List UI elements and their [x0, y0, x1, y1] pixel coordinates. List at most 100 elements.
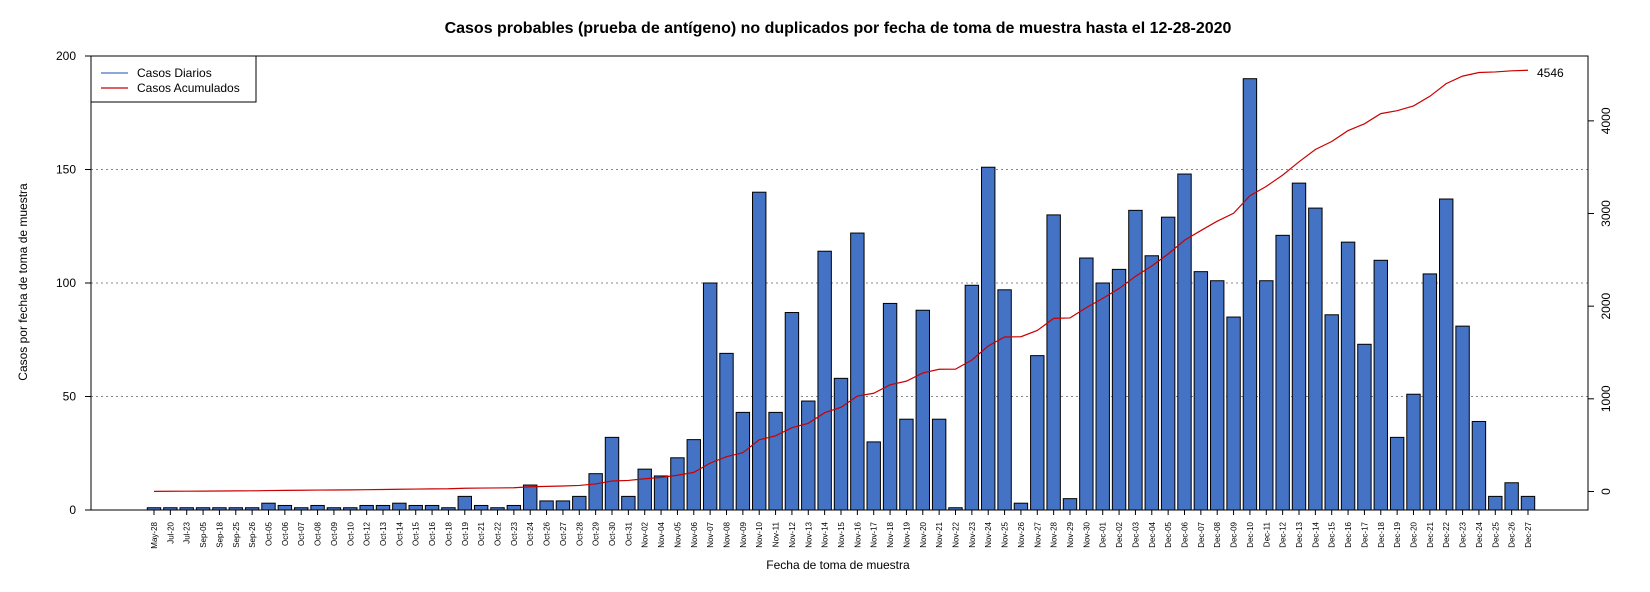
x-tick-label: Nov-15 [837, 521, 846, 547]
x-tick-label: Dec-26 [1508, 521, 1517, 547]
bar [375, 504, 391, 511]
y2-tick-label: 3000 [1599, 200, 1613, 227]
bar [850, 232, 865, 511]
bar [1291, 182, 1307, 511]
x-tick-label: Jul-20 [166, 521, 175, 543]
x-tick-label: Nov-13 [804, 521, 813, 547]
legend-label-daily: Casos Diarios [137, 66, 212, 80]
x-tick-label: Dec-16 [1344, 521, 1353, 547]
y-tick-label: 100 [56, 276, 76, 290]
bar [899, 418, 914, 511]
bar [964, 284, 980, 511]
bar [1406, 393, 1421, 511]
bar [817, 250, 832, 511]
bar [752, 191, 767, 511]
x-tick-label: Dec-11 [1262, 521, 1271, 547]
x-tick-label: Oct-09 [330, 521, 339, 546]
bar [1488, 495, 1503, 511]
bar [539, 500, 554, 511]
x-tick-label: Dec-22 [1442, 521, 1451, 547]
line-series [153, 69, 1529, 492]
bar [1340, 241, 1356, 511]
legend: Casos Diarios Casos Acumulados [90, 55, 257, 103]
x-tick-label: Dec-13 [1295, 521, 1304, 547]
bar [1471, 420, 1487, 511]
x-tick-label: Dec-18 [1377, 521, 1386, 547]
bar [719, 352, 734, 511]
final-cumulative-label: 4546 [1537, 66, 1564, 80]
bar [1439, 198, 1454, 511]
bar [473, 504, 489, 511]
x-tick-label: Sep-25 [232, 521, 241, 547]
bar [1324, 314, 1339, 511]
x-tick-label: Oct-31 [624, 521, 633, 546]
bar [784, 312, 800, 511]
x-tick-label: Dec-19 [1393, 521, 1402, 547]
x-tick-label: Oct-05 [265, 521, 274, 546]
x-tick-label: Dec-25 [1491, 521, 1500, 547]
x-tick-label: Oct-28 [575, 521, 584, 546]
bar [359, 504, 374, 511]
bar [424, 504, 440, 511]
legend-box [90, 55, 257, 103]
bar [1242, 78, 1258, 511]
bar [310, 504, 325, 511]
bar [604, 436, 620, 511]
x-tick-label: Dec-07 [1197, 521, 1206, 547]
x-tick-label: Oct-13 [379, 521, 388, 546]
bar [1259, 280, 1274, 511]
x-tick-label: Nov-30 [1082, 521, 1091, 547]
bar [702, 282, 718, 511]
bar [1160, 216, 1176, 511]
x-tick-label: Oct-26 [543, 521, 552, 546]
bar [457, 495, 472, 511]
bar [1046, 214, 1061, 511]
x-tick-label: Dec-20 [1410, 521, 1419, 547]
x-tick-label: Nov-10 [755, 521, 764, 547]
x-tick-label: Oct-30 [608, 521, 617, 546]
bar [506, 504, 522, 511]
x-axis: May-28 Jul-20 Jul-23 Sep-05 Sep-18 Sep-25 Sep-… [150, 509, 1533, 549]
bar [801, 400, 816, 511]
x-tick-label: Dec-08 [1213, 521, 1222, 547]
x-tick-label: Oct-27 [559, 521, 568, 546]
bar [1520, 495, 1536, 511]
x-tick-label: Dec-04 [1148, 521, 1157, 547]
x-tick-label: Nov-18 [886, 521, 895, 547]
bar [1177, 173, 1192, 511]
x-tick-label: Dec-17 [1360, 521, 1369, 547]
legend-label-cumulative: Casos Acumulados [137, 81, 240, 95]
bar [523, 484, 538, 511]
y2-tick-label: 4000 [1599, 107, 1613, 134]
x-tick-label: Nov-21 [935, 521, 944, 547]
bar [1062, 498, 1078, 511]
bar [768, 411, 783, 511]
bar [653, 475, 669, 511]
x-tick-label: Oct-18 [444, 521, 453, 546]
bar [1210, 280, 1225, 511]
bar [997, 289, 1012, 511]
x-tick-label: Dec-03 [1131, 521, 1140, 547]
y-tick-label: 50 [63, 390, 77, 404]
x-tick-label: Dec-14 [1311, 521, 1320, 547]
bar [277, 504, 293, 511]
x-tick-label: Dec-27 [1524, 521, 1533, 547]
x-tick-label: Nov-22 [952, 521, 961, 547]
x-tick-label: Oct-14 [395, 521, 404, 546]
x-tick-label: Sep-26 [248, 521, 257, 547]
x-tick-label: Nov-08 [723, 521, 732, 547]
bar [915, 309, 930, 511]
x-tick-label: Dec-21 [1426, 521, 1435, 547]
bar [555, 500, 571, 511]
bar [392, 502, 407, 511]
bar [572, 495, 587, 511]
bar [882, 302, 898, 511]
y-tick-label: 150 [56, 163, 76, 177]
x-tick-label: Nov-28 [1050, 521, 1059, 547]
x-tick-label: Nov-06 [690, 521, 699, 547]
bar [1095, 282, 1110, 511]
bar [1030, 355, 1045, 511]
x-tick-label: Nov-07 [706, 521, 715, 547]
bar [1144, 255, 1159, 511]
